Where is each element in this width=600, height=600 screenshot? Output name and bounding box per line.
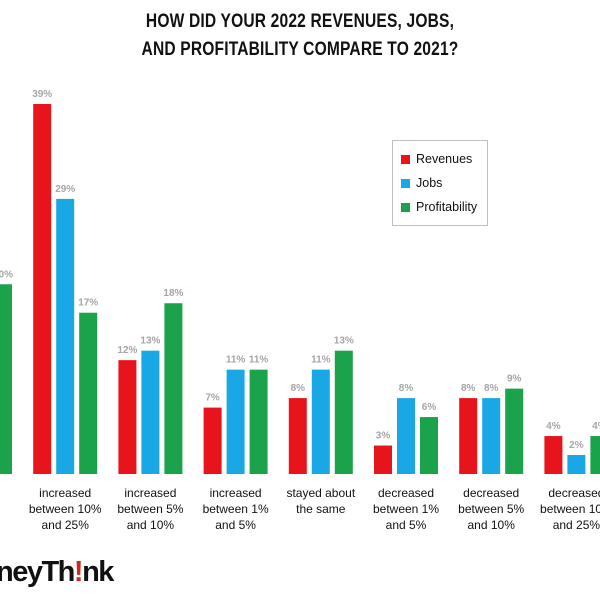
bar-jobs-7 xyxy=(567,455,586,474)
legend-item-profitability: Profitability xyxy=(401,195,477,219)
category-label-4-line-0: stayed about xyxy=(286,486,355,500)
bar-revenues-1 xyxy=(33,104,52,474)
data-label-jobs-3: 11% xyxy=(226,355,246,366)
category-label-7-line-2: and 25% xyxy=(553,518,600,532)
bar-jobs-1 xyxy=(56,198,75,474)
category-label-1-line-0: increased xyxy=(39,486,91,500)
legend-label-jobs: Jobs xyxy=(416,176,443,190)
category-label-2-line-0: increased xyxy=(124,486,176,500)
category-label-4-line-1: the same xyxy=(296,502,346,516)
data-label-profitability-4: 13% xyxy=(334,336,354,347)
bar-revenues-3 xyxy=(203,407,222,474)
logo-text-end: nk xyxy=(82,556,114,588)
data-label-profitability-3: 11% xyxy=(249,355,269,366)
data-label-revenues-7: 4% xyxy=(546,421,561,432)
category-label-6-line-1: between 5% xyxy=(458,502,524,516)
data-label-jobs-6: 8% xyxy=(484,383,499,394)
legend-label-profitability: Profitability xyxy=(416,200,478,214)
data-label-jobs-2: 13% xyxy=(140,336,160,347)
bar-revenues-4 xyxy=(288,398,307,474)
category-label-6-line-2: and 10% xyxy=(468,518,516,532)
category-label-3-line-2: and 5% xyxy=(215,518,256,532)
bar-jobs-4 xyxy=(311,369,330,474)
bar-profitability-6 xyxy=(505,388,524,474)
data-label-profitability-1: 17% xyxy=(78,298,98,309)
bar-profitability-1 xyxy=(79,312,98,474)
brand-logo: neyTh!nk xyxy=(0,556,114,589)
category-label-3-line-1: between 1% xyxy=(203,502,269,516)
data-label-jobs-5: 8% xyxy=(399,383,414,394)
data-label-profitability-6: 9% xyxy=(507,374,522,385)
category-label-2-line-2: and 10% xyxy=(127,518,175,532)
chart-title: HOW DID YOUR 2022 REVENUES, JOBS, AND PR… xyxy=(54,8,546,64)
bar-revenues-2 xyxy=(118,360,137,474)
category-label-6-line-0: decreased xyxy=(463,486,519,500)
bar-jobs-3 xyxy=(226,369,245,474)
legend-item-jobs: Jobs xyxy=(401,171,477,195)
bar-profitability-7 xyxy=(590,436,600,474)
chart-title-line-2: AND PROFITABILITY COMPARE TO 2021? xyxy=(141,39,459,60)
chart-title-line-1: HOW DID YOUR 2022 REVENUES, JOBS, xyxy=(145,11,455,32)
category-label-2-line-1: between 5% xyxy=(117,502,183,516)
bar-profitability-3 xyxy=(249,369,268,474)
data-label-revenues-6: 8% xyxy=(461,383,476,394)
legend-swatch-profitability xyxy=(401,202,410,212)
data-label-revenues-4: 8% xyxy=(291,383,306,394)
bar-jobs-6 xyxy=(482,398,501,474)
legend-swatch-jobs xyxy=(401,178,410,188)
category-label-1-line-1: between 10% xyxy=(29,502,102,516)
bar-revenues-7 xyxy=(544,436,563,474)
chart-legend: Revenues Jobs Profitability xyxy=(392,140,489,226)
data-label-revenues-1: 39% xyxy=(32,89,52,100)
bar-revenues-5 xyxy=(374,445,392,474)
data-label-profitability-7: 4% xyxy=(592,421,600,432)
legend-item-revenues: Revenues xyxy=(401,147,477,171)
bar-profitability-5 xyxy=(420,417,438,474)
data-label-jobs-7: 2% xyxy=(569,440,584,451)
bar-profitability-4 xyxy=(334,350,353,474)
logo-text-bang: ! xyxy=(73,556,84,588)
data-label-revenues-3: 7% xyxy=(205,393,220,404)
category-label-7-line-1: between 10% xyxy=(540,502,600,516)
data-label-revenues-5: 3% xyxy=(376,431,391,442)
category-label-3-line-0: increased xyxy=(210,486,262,500)
data-label-revenues-2: 12% xyxy=(117,345,137,356)
bar-jobs-5 xyxy=(397,398,415,474)
category-label-5-line-1: between 1% xyxy=(373,502,439,516)
category-label-7-line-0: decreased xyxy=(548,486,600,500)
bar-jobs-2 xyxy=(141,350,160,474)
bar-revenues-6 xyxy=(459,398,478,474)
data-label-jobs-1: 29% xyxy=(55,184,75,195)
data-label-jobs-4: 11% xyxy=(311,355,331,366)
bar-profitability-2 xyxy=(164,303,183,474)
data-label-profitability-0: 20% xyxy=(0,269,13,280)
data-label-profitability-2: 18% xyxy=(163,288,183,299)
category-label-1-line-2: and 25% xyxy=(42,518,90,532)
category-label-5-line-2: and 5% xyxy=(386,518,427,532)
legend-swatch-revenues xyxy=(401,154,410,164)
logo-text-main: neyTh xyxy=(0,556,75,588)
legend-label-revenues: Revenues xyxy=(416,152,473,166)
category-label-5-line-0: decreased xyxy=(378,486,434,500)
data-label-profitability-5: 6% xyxy=(422,402,437,413)
bar-profitability-0 xyxy=(0,284,12,474)
